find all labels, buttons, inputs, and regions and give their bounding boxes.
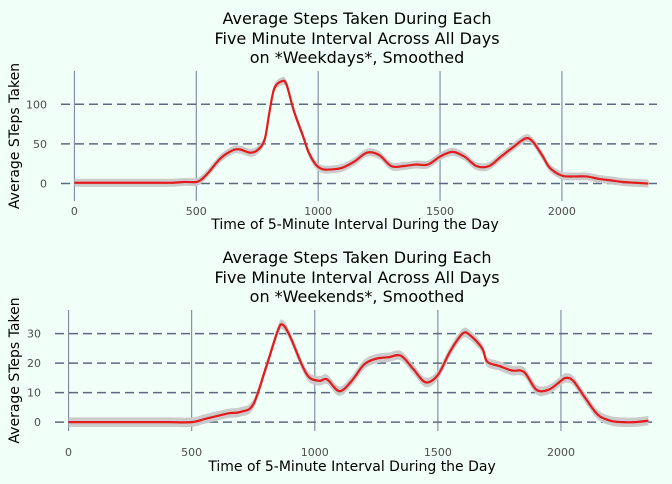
y-tick-label: 30 [27,328,41,341]
x-axis-label: Time of 5-Minute Interval During the Day [210,217,499,233]
x-tick-label: 2000 [548,205,576,218]
x-axis-label: Time of 5-Minute Interval During the Day [207,459,496,475]
chart-title-line: Five Minute Interval Across All Days [214,268,499,287]
series-line [74,79,649,185]
y-tick-label: 50 [33,138,47,151]
x-tick-label: 2000 [547,446,575,459]
chart-title-line: Five Minute Interval Across All Days [214,29,499,48]
x-tick-label: 500 [181,446,202,459]
chart-title-line: on *Weekdays*, Smoothed [250,48,465,67]
chart-title-line: Average Steps Taken During Each [222,248,491,267]
chart-title-line: on *Weekends*, Smoothed [250,287,465,306]
x-tick-label: 1500 [424,446,452,459]
x-tick-label: 1500 [426,205,454,218]
y-tick-label: 0 [34,416,41,429]
chart-title-line: Average Steps Taken During Each [222,9,491,28]
y-tick-label: 100 [26,98,47,111]
series-line [68,323,649,424]
x-tick-label: 1000 [301,446,329,459]
y-axis-label: Average STeps Taken [7,63,23,209]
x-tick-label: 500 [186,205,207,218]
y-tick-label: 10 [27,387,41,400]
x-tick-label: 0 [71,205,78,218]
x-tick-label: 0 [65,446,72,459]
y-axis-label: Average STeps Taken [7,297,23,443]
y-tick-label: 0 [40,178,47,191]
x-tick-label: 1000 [304,205,332,218]
y-tick-label: 20 [27,357,41,370]
